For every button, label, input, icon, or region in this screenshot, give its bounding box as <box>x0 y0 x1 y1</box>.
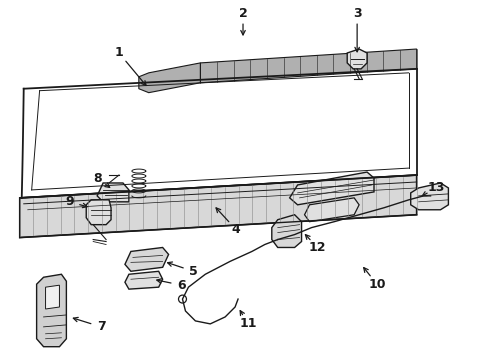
Text: 2: 2 <box>239 7 247 20</box>
Text: 4: 4 <box>232 223 241 236</box>
Polygon shape <box>200 49 416 83</box>
Text: 5: 5 <box>189 265 198 278</box>
Polygon shape <box>305 198 359 222</box>
Polygon shape <box>290 172 374 205</box>
Polygon shape <box>139 63 200 93</box>
Polygon shape <box>46 285 59 309</box>
Text: 10: 10 <box>368 278 386 291</box>
Text: 1: 1 <box>115 46 123 59</box>
Text: 7: 7 <box>97 320 105 333</box>
Polygon shape <box>125 247 169 271</box>
Polygon shape <box>20 175 416 238</box>
Text: 9: 9 <box>65 195 74 208</box>
Polygon shape <box>272 215 301 247</box>
Text: 13: 13 <box>428 181 445 194</box>
Polygon shape <box>37 274 66 347</box>
Text: 6: 6 <box>177 279 186 292</box>
Polygon shape <box>411 183 448 210</box>
Text: 3: 3 <box>353 7 362 20</box>
Text: 8: 8 <box>93 171 101 185</box>
Polygon shape <box>86 200 111 225</box>
Polygon shape <box>347 49 367 69</box>
Polygon shape <box>125 271 163 289</box>
Text: 11: 11 <box>239 318 257 330</box>
Polygon shape <box>97 183 129 202</box>
Text: 12: 12 <box>309 241 326 254</box>
